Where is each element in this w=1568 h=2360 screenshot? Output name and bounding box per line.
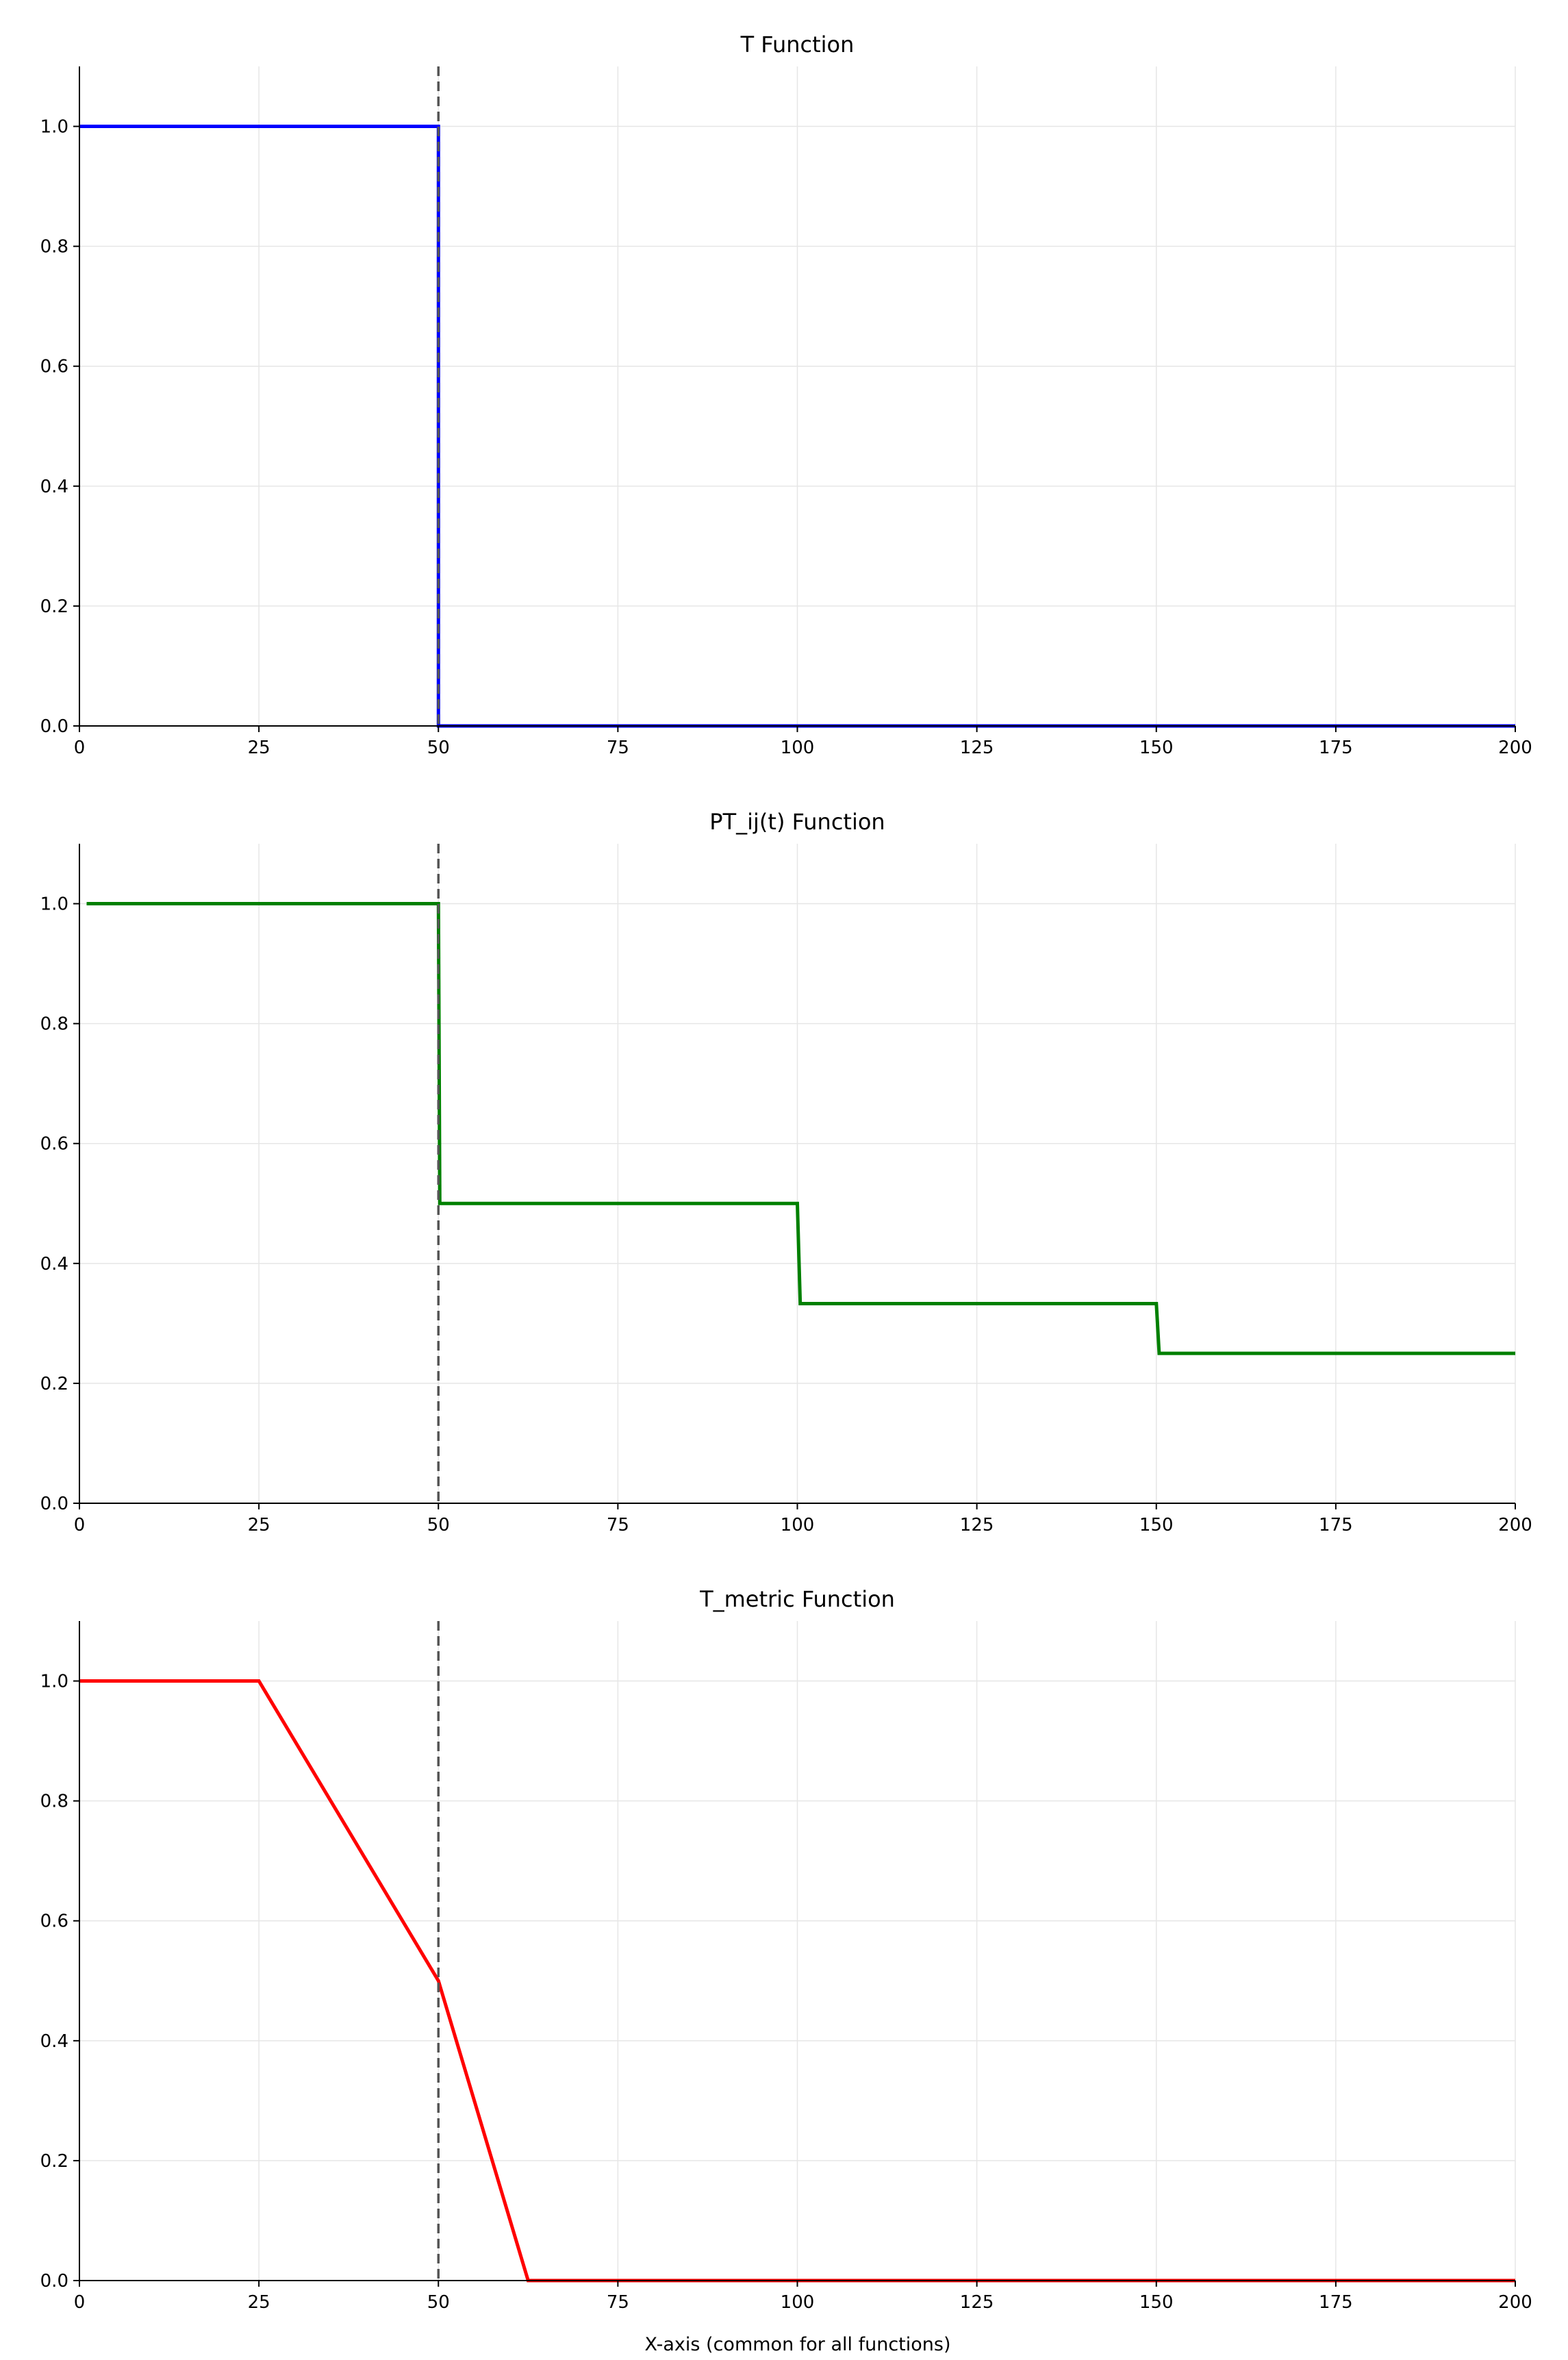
y-tick-label: 0.4 — [40, 2031, 68, 2052]
x-tick-label: 75 — [607, 1515, 629, 1535]
x-tick-label: 75 — [607, 2292, 629, 2313]
x-tick-label: 125 — [960, 1515, 994, 1535]
x-tick-label: 25 — [248, 1515, 270, 1535]
chart-title: T Function — [740, 32, 855, 58]
y-tick-label: 0.2 — [40, 1374, 68, 1394]
x-tick-label: 175 — [1319, 1515, 1353, 1535]
y-tick-label: 1.0 — [40, 117, 68, 138]
y-tick-label: 0.8 — [40, 1014, 68, 1035]
x-tick-label: 25 — [248, 738, 270, 758]
x-tick-label: 0 — [74, 1515, 86, 1535]
x-tick-label: 100 — [781, 738, 815, 758]
y-tick-label: 0.6 — [40, 1911, 68, 1932]
chart-panel-3: 0 25 50 75 100 125 150 175 200 0.0 0.2 0.4 0.6 0.8 1.0… — [40, 1586, 1532, 2313]
y-tick-label: 0.4 — [40, 477, 68, 497]
y-tick-label: 0.0 — [40, 2271, 68, 2292]
y-tick-label: 0.2 — [40, 597, 68, 617]
x-tick-label: 150 — [1139, 2292, 1174, 2313]
x-tick-label: 50 — [427, 1515, 450, 1535]
y-tick-label: 0.0 — [40, 716, 68, 737]
x-tick-label: 50 — [427, 2292, 450, 2313]
x-tick-label: 175 — [1319, 738, 1353, 758]
y-tick-label: 0.0 — [40, 1494, 68, 1514]
chart-title: T_metric Function — [699, 1586, 895, 1612]
x-axis-label: X-axis (common for all functions) — [644, 2334, 950, 2355]
x-tick-label: 150 — [1139, 738, 1174, 758]
panels-group: 0 25 50 75 100 125 150 175 200 0.0 0.2 0.4 0.6 0.8 1.0… — [40, 32, 1532, 2313]
x-tick-label: 200 — [1498, 1515, 1532, 1535]
chart-title: PT_ij(t) Function — [709, 809, 885, 835]
x-tick-label: 100 — [781, 2292, 815, 2313]
series-line-1 — [86, 902, 1515, 1355]
x-tick-label: 50 — [427, 738, 450, 758]
x-tick-label: 25 — [248, 2292, 270, 2313]
y-tick-label: 0.8 — [40, 1792, 68, 1812]
x-tick-label: 125 — [960, 2292, 994, 2313]
x-tick-label: 0 — [74, 738, 86, 758]
x-tick-label: 150 — [1139, 1515, 1174, 1535]
y-tick-label: 1.0 — [40, 1672, 68, 1692]
x-tick-label: 100 — [781, 1515, 815, 1535]
y-tick-label: 0.6 — [40, 357, 68, 377]
y-tick-label: 0.8 — [40, 237, 68, 258]
y-tick-label: 1.0 — [40, 894, 68, 915]
x-tick-label: 200 — [1498, 738, 1532, 758]
x-tick-label: 75 — [607, 738, 629, 758]
y-tick-label: 0.4 — [40, 1254, 68, 1275]
chart-panel-2: 0 25 50 75 100 125 150 175 200 0.0 0.2 0.4 0.6 0.8 1.0… — [40, 809, 1532, 1535]
y-tick-label: 0.2 — [40, 2151, 68, 2172]
y-tick-label: 0.6 — [40, 1134, 68, 1155]
chart-panel-1: 0 25 50 75 100 125 150 175 200 0.0 0.2 0.4 0.6 0.8 1.0… — [40, 32, 1532, 758]
x-tick-label: 175 — [1319, 2292, 1353, 2313]
x-tick-label: 200 — [1498, 2292, 1532, 2313]
x-tick-label: 0 — [74, 2292, 86, 2313]
x-tick-label: 125 — [960, 738, 994, 758]
